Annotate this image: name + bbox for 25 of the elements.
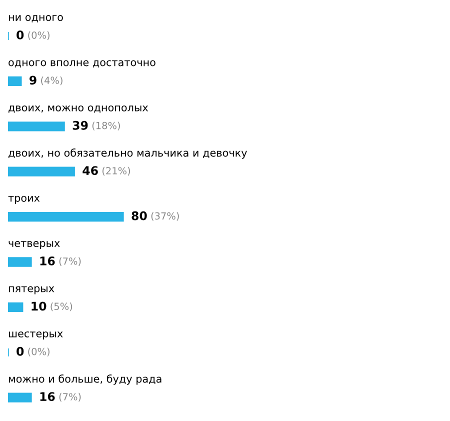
data-label: 16 (7%) — [40, 392, 81, 402]
data-label: 10 (5%) — [32, 302, 72, 312]
y-tick-label: двоих, можно однополых — [8, 105, 148, 113]
bar — [8, 257, 32, 267]
y-tick-label: одного вполне достаточно — [8, 60, 156, 68]
bar — [8, 212, 124, 222]
y-tick-label: троих — [8, 196, 40, 204]
y-tick-label: ни одного — [8, 15, 63, 22]
data-label: 9 (4%) — [30, 76, 62, 86]
bar — [8, 166, 75, 176]
bar — [8, 302, 24, 312]
data-label: 80 (37%) — [132, 211, 179, 221]
data-label: 46 (21%) — [82, 166, 130, 176]
data-label: 0 (0%) — [16, 346, 50, 356]
bar — [8, 76, 22, 86]
data-label: 39 (18%) — [72, 120, 120, 130]
y-tick-label: двоих, но обязательно мальчика и девочку — [8, 148, 247, 159]
data-label: 16 (7%) — [40, 256, 81, 266]
y-tick-label: четверых — [8, 241, 60, 250]
bar — [8, 122, 65, 132]
y-tick-label: можно и больше, буду рада — [8, 374, 162, 385]
y-tick-label: шестерых — [8, 331, 63, 340]
bar — [8, 392, 32, 402]
data-label: 0 (0%) — [16, 30, 50, 40]
y-tick-label: пятерых — [8, 286, 54, 294]
